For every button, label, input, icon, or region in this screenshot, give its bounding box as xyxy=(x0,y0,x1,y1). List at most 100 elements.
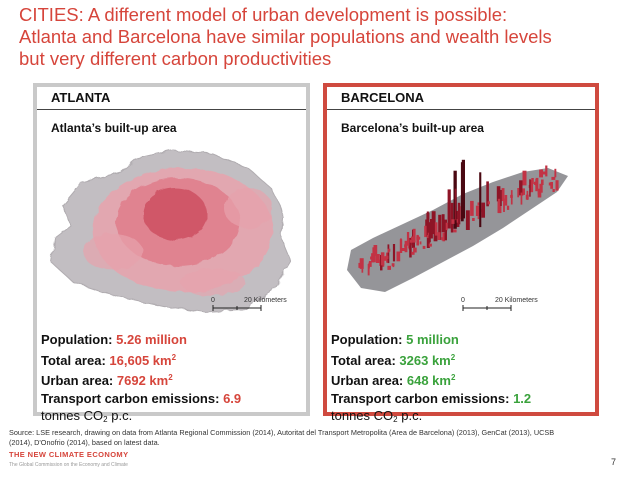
density-spike xyxy=(531,178,534,185)
atlanta-urban-area xyxy=(83,168,273,296)
title-line-3: but very different carbon productivities xyxy=(19,48,332,69)
density-spike xyxy=(522,170,527,186)
density-spike xyxy=(472,218,475,221)
density-spike xyxy=(370,256,372,260)
density-spike xyxy=(477,216,480,220)
density-spike xyxy=(426,230,430,248)
atlanta-scale-line xyxy=(212,305,262,311)
density-spike xyxy=(430,219,433,239)
barcelona-urban-area: Urban area: 648 km2 xyxy=(331,373,456,388)
density-spike xyxy=(383,257,387,261)
barcelona-built-up-map xyxy=(347,159,568,292)
density-spike xyxy=(387,244,390,264)
density-spike xyxy=(550,182,553,189)
density-spike xyxy=(525,194,529,200)
density-spike xyxy=(387,265,391,270)
barcelona-density-spikes xyxy=(358,159,559,276)
slide-title: CITIES: A different model of urban devel… xyxy=(19,4,629,70)
density-spike xyxy=(460,162,464,222)
page-number: 7 xyxy=(611,457,617,467)
density-spike xyxy=(387,248,391,252)
atlanta-panel: ATLANTA Atlanta’s built-up area 0 20 Kil… xyxy=(33,83,310,424)
density-spike xyxy=(545,165,548,177)
density-spike xyxy=(520,192,523,205)
density-spike xyxy=(445,222,448,231)
barcelona-stats: Population: 5 million Total area: 3263 k… xyxy=(331,331,531,429)
density-spike xyxy=(551,176,556,180)
density-spike xyxy=(477,202,480,206)
density-spike xyxy=(441,214,445,233)
density-spike xyxy=(519,180,523,196)
atlanta-heading: ATLANTA xyxy=(37,87,306,110)
barcelona-scale-km: 20 Kilometers xyxy=(495,297,538,304)
density-spike xyxy=(475,205,480,216)
density-spike xyxy=(426,212,430,235)
density-spike xyxy=(543,171,546,175)
density-spike xyxy=(416,235,419,246)
density-spike xyxy=(409,239,413,243)
density-spike xyxy=(534,181,536,185)
density-spike xyxy=(447,189,451,229)
density-spike xyxy=(373,245,378,256)
density-spike xyxy=(471,204,474,214)
source-line-2: (2014), D'Onofrio (2014), based on lates… xyxy=(9,438,160,447)
density-spike xyxy=(506,205,510,210)
density-spike xyxy=(412,228,416,243)
density-spike xyxy=(392,244,396,262)
density-spike xyxy=(434,222,438,236)
density-spike xyxy=(424,225,427,238)
barcelona-emissions-unit: tonnes CO2 p.c. xyxy=(331,408,423,424)
density-spike xyxy=(450,202,454,233)
source-line-1: Source: LSE research, drawing on data fr… xyxy=(9,428,555,437)
density-spike xyxy=(539,183,543,193)
atlanta-built-up-map xyxy=(50,149,292,313)
density-spike xyxy=(409,237,412,258)
barcelona-population: Population: 5 million xyxy=(331,332,459,347)
density-spike xyxy=(522,188,525,195)
density-spike xyxy=(503,198,505,212)
density-spike xyxy=(453,229,457,233)
density-spike xyxy=(454,188,457,221)
atlanta-emissions-unit: tonnes CO2 p.c. xyxy=(41,408,133,424)
atlanta-urban-area: Urban area: 7692 km2 xyxy=(41,373,173,388)
density-spike xyxy=(539,169,543,178)
density-spike xyxy=(386,252,388,263)
barcelona-scale-line xyxy=(462,305,512,311)
density-spike xyxy=(419,241,422,245)
density-spike xyxy=(479,172,482,228)
density-spike xyxy=(465,210,470,230)
title-line-1: CITIES: A different model of urban devel… xyxy=(19,4,508,25)
density-spike xyxy=(391,263,395,267)
atlanta-total-area: Total area: 16,605 km2 xyxy=(41,352,177,368)
density-spike xyxy=(428,222,431,243)
atlanta-subtitle: Atlanta’s built-up area xyxy=(51,121,177,135)
density-spike xyxy=(411,251,415,255)
density-spike xyxy=(428,243,432,247)
density-spike xyxy=(541,179,544,185)
density-spike xyxy=(504,195,508,206)
density-spike xyxy=(487,201,490,205)
barcelona-transport-emissions: Transport carbon emissions: 1.2 xyxy=(331,390,532,406)
density-spike xyxy=(535,179,538,192)
density-spike xyxy=(396,251,401,262)
density-spike xyxy=(400,238,402,253)
title-line-2: Atlanta and Barcelona have similar popul… xyxy=(19,26,552,47)
density-spike xyxy=(442,232,445,242)
density-spike xyxy=(501,188,505,202)
density-spike xyxy=(496,186,501,202)
barcelona-panel: BARCELONA Barcelona’s built-up area 0 20… xyxy=(323,83,599,424)
density-spike xyxy=(529,181,534,193)
atlanta-stats: Population: 5.26 million Total area: 16,… xyxy=(41,331,241,429)
density-spike xyxy=(368,262,370,269)
density-spike xyxy=(413,247,417,253)
new-climate-economy-logo: THE NEW CLIMATE ECONOMY xyxy=(9,450,129,459)
density-spike xyxy=(552,189,555,192)
density-spike xyxy=(517,188,520,198)
density-spike xyxy=(431,211,436,235)
density-spike xyxy=(361,268,364,273)
density-spike xyxy=(555,180,559,191)
density-spike xyxy=(481,202,485,218)
atlanta-transport-emissions: Transport carbon emissions: 6.9 xyxy=(41,390,242,406)
atlanta-scale-km: 20 Kilometers xyxy=(244,297,287,304)
logo-tagline: The Global Commission on the Economy and… xyxy=(9,462,128,468)
